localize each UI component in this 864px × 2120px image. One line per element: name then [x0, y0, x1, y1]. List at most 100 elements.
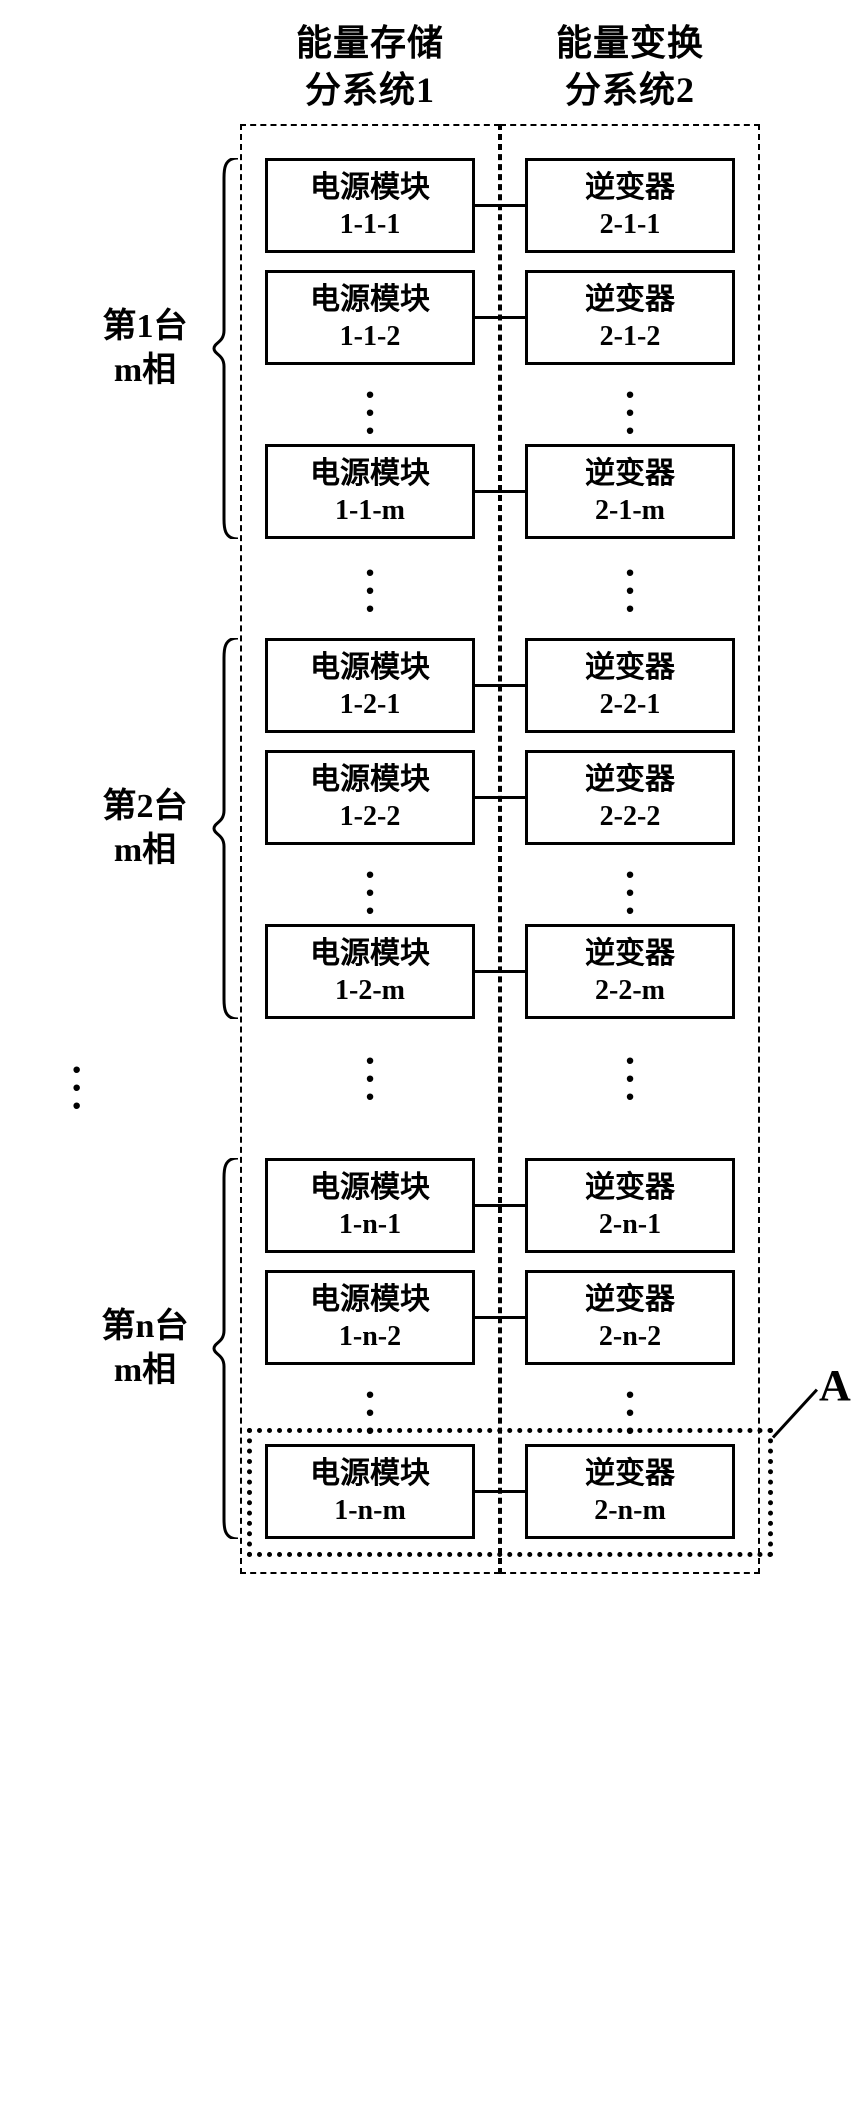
- columns-wrapper: 电源模块1-1-1电源模块1-1-2· · ·电源模块1-1-m· · ·电源模…: [240, 124, 830, 1574]
- inverter-2-2-1: 逆变器2-2-1: [516, 636, 744, 736]
- inverter-2-1-m-title: 逆变器: [585, 455, 675, 493]
- power-module-1-1-m-box: 电源模块1-1-m: [265, 444, 475, 539]
- group-label-1-line2: m相: [65, 829, 225, 873]
- inverter-2-1-m-id: 2-1-m: [595, 493, 665, 528]
- group-label-2: 第n台m相: [65, 1305, 225, 1393]
- power-module-1-2-m-id: 1-2-m: [335, 973, 405, 1008]
- power-module-1-2-2: 电源模块1-2-2: [256, 748, 484, 848]
- inverter-2-n-2: 逆变器2-n-2: [516, 1268, 744, 1368]
- inverter-2-2-m-box: 逆变器2-2-m: [525, 924, 735, 1019]
- left-between-vdots-0: · · ·: [256, 554, 484, 624]
- power-module-1-1-2-id: 1-1-2: [340, 319, 401, 354]
- power-module-1-n-2-id: 1-n-2: [339, 1319, 401, 1354]
- group-label-1-line1: 第2台: [65, 785, 225, 829]
- right-inner-vdots-g0: · · ·: [516, 380, 744, 430]
- inverter-2-1-1-id: 2-1-1: [600, 207, 661, 242]
- col1-title: 能量存储 分系统1: [240, 20, 500, 114]
- right-inner-vdots-g1: · · ·: [516, 860, 744, 910]
- block-diagram: 能量存储 分系统1 能量变换 分系统2 电源模块1-1-1电源模块1-1-2· …: [30, 20, 830, 1574]
- inverter-2-1-2-id: 2-1-2: [600, 319, 661, 354]
- col1-title-line1: 能量存储: [240, 20, 500, 67]
- col1-title-line2: 分系统1: [240, 67, 500, 114]
- left-inner-vdots-g1: · · ·: [256, 860, 484, 910]
- inverter-2-1-2: 逆变器2-1-2: [516, 268, 744, 368]
- group-label-2-line2: m相: [65, 1349, 225, 1393]
- inverter-2-1-m: 逆变器2-1-m: [516, 442, 744, 542]
- inverter-2-n-1-box: 逆变器2-n-1: [525, 1158, 735, 1253]
- power-module-1-2-2-id: 1-2-2: [340, 799, 401, 834]
- inverter-2-1-1-title: 逆变器: [585, 169, 675, 207]
- brace-g1: [204, 638, 244, 1019]
- inverter-2-2-1-box: 逆变器2-2-1: [525, 638, 735, 733]
- inverter-2-1-2-box: 逆变器2-1-2: [525, 270, 735, 365]
- inverter-2-n-2-id: 2-n-2: [599, 1319, 661, 1354]
- col2-title-line2: 分系统2: [500, 67, 760, 114]
- inverter-2-2-m-title: 逆变器: [585, 935, 675, 973]
- power-module-1-2-m: 电源模块1-2-m: [256, 922, 484, 1022]
- power-module-1-1-m: 电源模块1-1-m: [256, 442, 484, 542]
- power-module-1-2-1-id: 1-2-1: [340, 687, 401, 722]
- right-between-vdots-0: · · ·: [516, 554, 744, 624]
- brace-g0: [204, 158, 244, 539]
- outer-vdots: · · ·: [70, 1061, 83, 1115]
- group-label-2-line1: 第n台: [65, 1305, 225, 1349]
- power-module-1-n-1: 电源模块1-n-1: [256, 1156, 484, 1256]
- inverter-2-2-2-title: 逆变器: [585, 761, 675, 799]
- inverter-2-2-m: 逆变器2-2-m: [516, 922, 744, 1022]
- power-module-1-1-2: 电源模块1-1-2: [256, 268, 484, 368]
- col2-title-line1: 能量变换: [500, 20, 760, 67]
- power-module-1-1-1: 电源模块1-1-1: [256, 156, 484, 256]
- power-module-1-1-m-title: 电源模块: [310, 455, 430, 493]
- power-module-1-n-1-id: 1-n-1: [339, 1207, 401, 1242]
- power-module-1-1-2-box: 电源模块1-1-2: [265, 270, 475, 365]
- power-module-1-1-1-title: 电源模块: [310, 169, 430, 207]
- power-module-1-1-1-box: 电源模块1-1-1: [265, 158, 475, 253]
- power-module-1-n-2: 电源模块1-n-2: [256, 1268, 484, 1368]
- energy-storage-column: 电源模块1-1-1电源模块1-1-2· · ·电源模块1-1-m· · ·电源模…: [240, 124, 500, 1574]
- power-module-1-n-1-box: 电源模块1-n-1: [265, 1158, 475, 1253]
- inverter-2-1-m-box: 逆变器2-1-m: [525, 444, 735, 539]
- left-inner-vdots-g0: · · ·: [256, 380, 484, 430]
- power-module-1-2-1-title: 电源模块: [310, 649, 430, 687]
- inverter-2-2-1-id: 2-2-1: [600, 687, 661, 722]
- inverter-2-2-2: 逆变器2-2-2: [516, 748, 744, 848]
- power-module-1-2-2-title: 电源模块: [310, 761, 430, 799]
- power-module-1-2-1-box: 电源模块1-2-1: [265, 638, 475, 733]
- inverter-2-2-2-box: 逆变器2-2-2: [525, 750, 735, 845]
- power-module-1-2-1: 电源模块1-2-1: [256, 636, 484, 736]
- power-module-1-2-m-box: 电源模块1-2-m: [265, 924, 475, 1019]
- group-label-0-line1: 第1台: [65, 305, 225, 349]
- callout-box-a: [247, 1428, 773, 1557]
- left-between-vdots-1: · · ·: [256, 1034, 484, 1144]
- group-label-0-line2: m相: [65, 349, 225, 393]
- inverter-2-2-m-id: 2-2-m: [595, 973, 665, 1008]
- power-module-1-1-2-title: 电源模块: [310, 281, 430, 319]
- inverter-2-2-2-id: 2-2-2: [600, 799, 661, 834]
- callout-label-a: A: [819, 1360, 851, 1411]
- inverter-2-1-1-box: 逆变器2-1-1: [525, 158, 735, 253]
- power-module-1-2-m-title: 电源模块: [310, 935, 430, 973]
- power-module-1-n-1-title: 电源模块: [310, 1169, 430, 1207]
- group-label-0: 第1台m相: [65, 305, 225, 393]
- brace-g2: [204, 1158, 244, 1539]
- right-inner-vdots-g2: · · ·: [516, 1380, 744, 1430]
- power-module-1-n-2-box: 电源模块1-n-2: [265, 1270, 475, 1365]
- power-module-1-1-m-id: 1-1-m: [335, 493, 405, 528]
- inverter-2-2-1-title: 逆变器: [585, 649, 675, 687]
- inverter-2-n-2-box: 逆变器2-n-2: [525, 1270, 735, 1365]
- left-inner-vdots-g2: · · ·: [256, 1380, 484, 1430]
- inverter-2-n-2-title: 逆变器: [585, 1281, 675, 1319]
- group-label-1: 第2台m相: [65, 785, 225, 873]
- power-module-1-2-2-box: 电源模块1-2-2: [265, 750, 475, 845]
- col2-title: 能量变换 分系统2: [500, 20, 760, 114]
- inverter-2-1-1: 逆变器2-1-1: [516, 156, 744, 256]
- inverter-2-n-1: 逆变器2-n-1: [516, 1156, 744, 1256]
- energy-conversion-column: 逆变器2-1-1逆变器2-1-2· · ·逆变器2-1-m· · ·逆变器2-2…: [500, 124, 760, 1574]
- column-titles: 能量存储 分系统1 能量变换 分系统2: [240, 20, 830, 114]
- power-module-1-1-1-id: 1-1-1: [340, 207, 401, 242]
- inverter-2-n-1-id: 2-n-1: [599, 1207, 661, 1242]
- right-between-vdots-1: · · ·: [516, 1034, 744, 1144]
- inverter-2-n-1-title: 逆变器: [585, 1169, 675, 1207]
- power-module-1-n-2-title: 电源模块: [310, 1281, 430, 1319]
- inverter-2-1-2-title: 逆变器: [585, 281, 675, 319]
